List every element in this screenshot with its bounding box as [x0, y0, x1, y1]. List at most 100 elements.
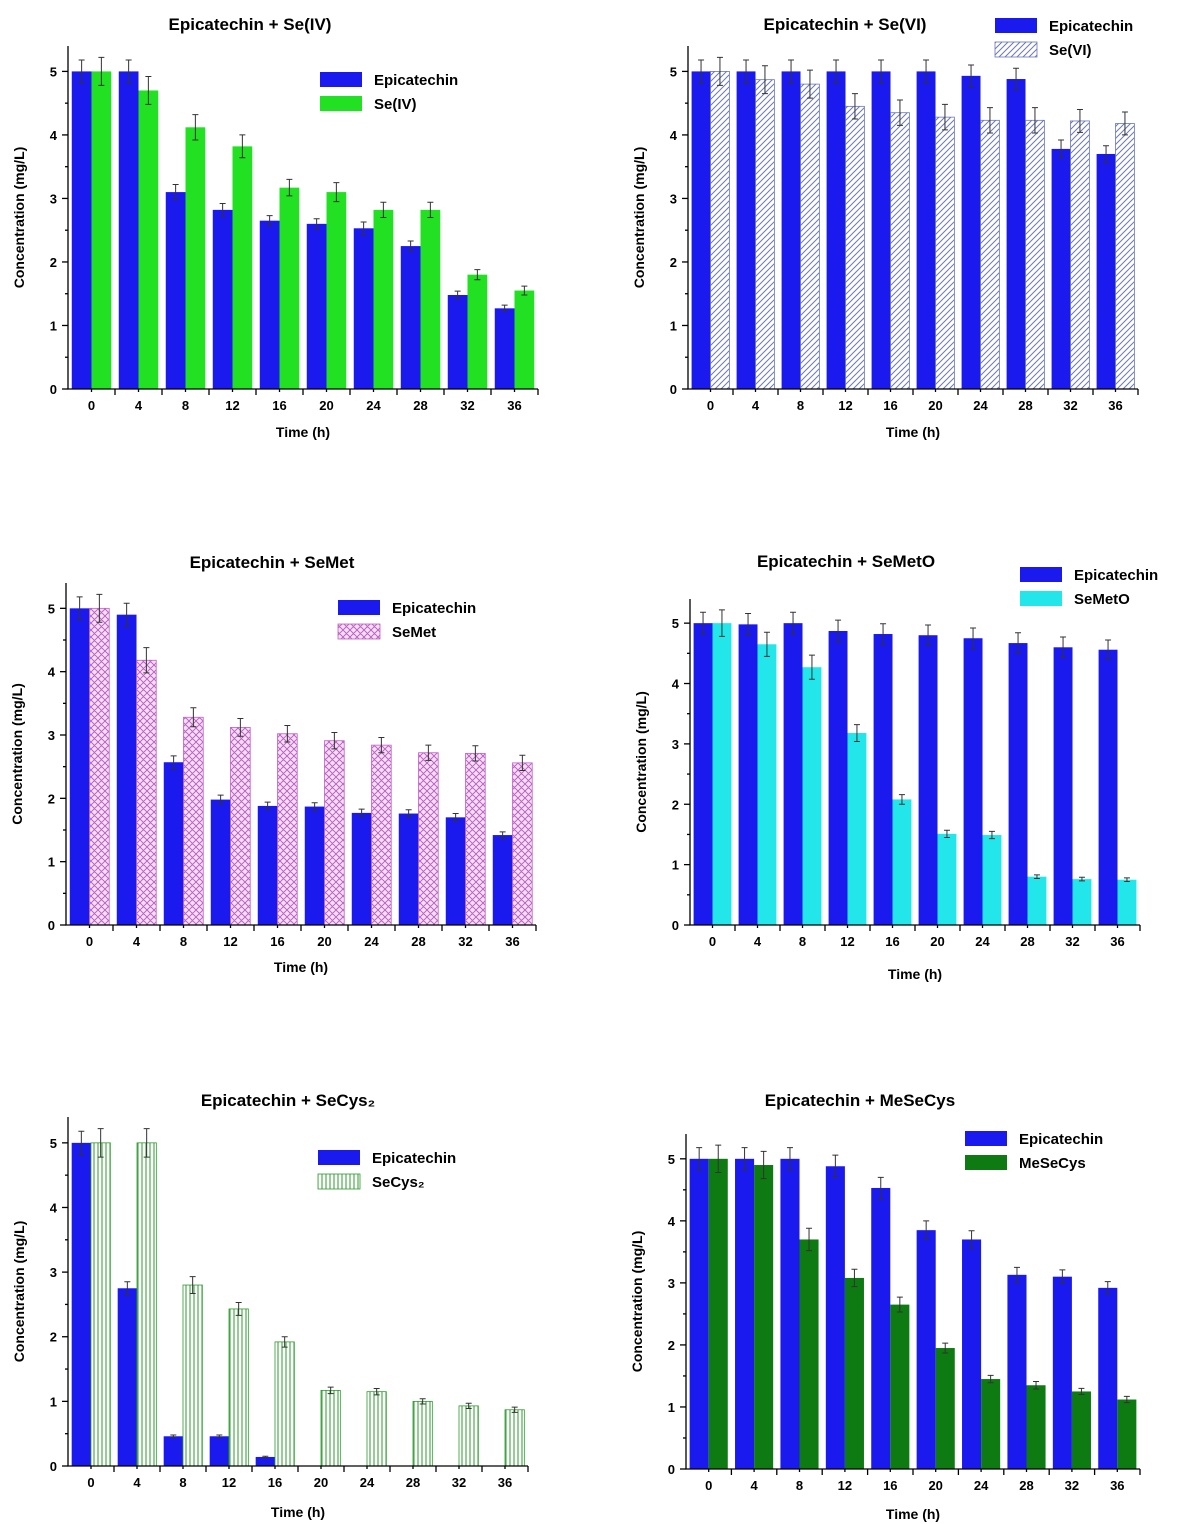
- bar-semeto-32h: [1072, 879, 1092, 925]
- legend-label: Epicatechin: [392, 600, 476, 617]
- x-tick-label: 8: [182, 398, 189, 413]
- error-bar: [380, 201, 387, 218]
- error-bar: [97, 1128, 104, 1158]
- bar-epicatechin-8h: [163, 762, 184, 925]
- error-bar: [1013, 1266, 1020, 1283]
- error-bar: [217, 794, 224, 805]
- error-bar: [970, 627, 977, 650]
- y-tick-label: 4: [670, 128, 678, 143]
- chart-title: Epicatechin + SeMet: [190, 553, 355, 572]
- error-bar: [715, 1144, 722, 1173]
- x-axis-label: Time (h): [274, 959, 328, 975]
- x-tick-label: 24: [360, 1475, 375, 1490]
- bar-semeto-0h: [712, 623, 732, 925]
- error-bar: [988, 830, 995, 840]
- error-bar: [331, 731, 338, 750]
- bar-epicatechin-20h: [304, 806, 325, 925]
- error-bar: [1105, 639, 1112, 660]
- error-bar: [851, 93, 858, 120]
- bar-mesecys-0h: [708, 1158, 728, 1469]
- bar-se-iv--16h: [279, 187, 300, 389]
- bar-secys--0h: [90, 1142, 111, 1467]
- bar-epicatechin-12h: [828, 630, 848, 925]
- bar-epicatechin-24h: [962, 1239, 982, 1469]
- error-bar: [501, 304, 508, 313]
- error-bar: [465, 1402, 472, 1409]
- x-tick-label: 12: [222, 1475, 236, 1490]
- x-tick-label: 32: [458, 934, 472, 949]
- bar-epicatechin-12h: [825, 1166, 845, 1469]
- y-tick-label: 0: [668, 1462, 675, 1477]
- bar-epicatechin-8h: [783, 623, 803, 925]
- bar-se-vi--12h: [845, 105, 865, 390]
- error-bar: [696, 1147, 703, 1171]
- bar-secys--32h: [458, 1405, 479, 1467]
- x-tick-label: 36: [1108, 398, 1122, 413]
- error-bar: [853, 724, 860, 742]
- x-tick-label: 16: [272, 398, 286, 413]
- y-tick-label: 2: [48, 791, 55, 806]
- error-bar: [790, 611, 797, 635]
- x-tick-label: 32: [1065, 934, 1079, 949]
- x-tick-label: 24: [974, 1478, 989, 1493]
- error-bar: [76, 596, 83, 621]
- y-tick-label: 0: [50, 382, 57, 397]
- y-axis-label: Concentration (mg/L): [11, 1221, 27, 1363]
- error-bar: [170, 1434, 177, 1439]
- legend-swatch: [317, 1173, 361, 1190]
- bar-se-iv--4h: [138, 90, 159, 390]
- bar-se-vi--20h: [935, 116, 955, 390]
- x-tick-label: 36: [507, 398, 521, 413]
- bar-se-vi--8h: [800, 83, 820, 390]
- x-tick-label: 32: [460, 398, 474, 413]
- error-bar: [511, 1406, 518, 1413]
- x-tick-label: 36: [505, 934, 519, 949]
- bar-se-vi--16h: [890, 112, 910, 390]
- bar-se-iv--20h: [326, 192, 347, 389]
- error-bar: [806, 1227, 813, 1252]
- bar-epicatechin-4h: [117, 1288, 137, 1466]
- error-bar: [327, 1386, 334, 1395]
- error-bar: [1015, 632, 1022, 654]
- x-tick-label: 24: [364, 934, 379, 949]
- bar-epicatechin-24h: [961, 75, 981, 390]
- y-tick-label: 2: [672, 797, 679, 812]
- error-bar: [986, 107, 993, 134]
- x-tick-label: 24: [975, 934, 990, 949]
- x-tick-label: 28: [411, 934, 425, 949]
- bar-semet-24h: [371, 744, 392, 926]
- y-tick-label: 4: [50, 1200, 58, 1215]
- error-bar: [78, 59, 85, 84]
- error-bar: [190, 707, 197, 728]
- y-tick-label: 3: [670, 191, 677, 206]
- error-bar: [833, 59, 840, 84]
- legend-swatch: [320, 72, 362, 87]
- x-tick-label: 28: [1019, 1478, 1033, 1493]
- error-bar: [172, 183, 179, 201]
- y-tick-label: 2: [50, 1330, 57, 1345]
- x-axis-label: Time (h): [888, 966, 942, 982]
- legend-swatch: [965, 1155, 1007, 1170]
- bar-secys--36h: [504, 1409, 525, 1467]
- x-tick-label: 20: [314, 1475, 328, 1490]
- y-axis-label: Concentration (mg/L): [9, 683, 25, 825]
- error-bar: [235, 1301, 242, 1316]
- error-bar: [425, 744, 432, 761]
- legend-label: Epicatechin: [1049, 18, 1133, 35]
- bar-epicatechin-4h: [118, 71, 139, 389]
- bar-epicatechin-16h: [871, 71, 891, 389]
- bar-secys--12h: [228, 1308, 249, 1467]
- x-tick-label: 4: [133, 1475, 141, 1490]
- y-tick-label: 0: [670, 382, 677, 397]
- error-bar: [452, 813, 459, 822]
- error-bar: [745, 612, 752, 636]
- x-tick-label: 24: [366, 398, 381, 413]
- y-tick-label: 5: [50, 64, 57, 79]
- x-tick-label: 4: [135, 398, 143, 413]
- bar-secys--20h: [320, 1389, 341, 1467]
- bar-secys--4h: [136, 1142, 157, 1467]
- x-tick-label: 36: [1110, 934, 1124, 949]
- error-bar: [284, 725, 291, 743]
